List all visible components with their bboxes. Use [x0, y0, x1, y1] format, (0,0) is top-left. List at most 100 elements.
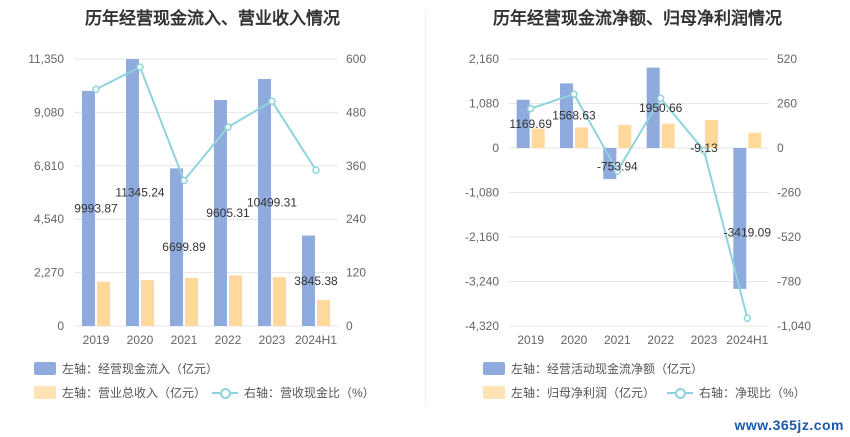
legend-label: 左轴：经营活动现金流净额（亿元） — [511, 362, 704, 376]
data-label: -753.94 — [597, 160, 638, 174]
x-tick-label: 2021 — [171, 333, 198, 347]
panel-divider — [425, 10, 426, 405]
legend-label: 右轴：营收现金比（%） — [244, 386, 375, 400]
y-left-tick-label: 2,270 — [34, 266, 64, 280]
y-right-tick-label: 520 — [777, 52, 797, 66]
x-tick-label: 2020 — [561, 333, 588, 347]
y-right-tick-label: 0 — [777, 141, 784, 155]
y-left-tick-label: -2,160 — [465, 230, 499, 244]
bar-0-primary — [214, 100, 227, 327]
bar-0-primary — [258, 79, 271, 326]
legend-item-net-profit[interactable]: 左轴：归母净利润（亿元） — [483, 384, 655, 401]
data-label: -3419.09 — [724, 226, 772, 240]
chart-plot-area: 0 0 2,270 120 4,540 240 6,810 360 9,080 480 11,350… — [28, 52, 366, 347]
bar-1-secondary — [705, 119, 718, 148]
ratio-line — [95, 65, 317, 183]
bar-1-secondary — [748, 132, 762, 148]
ratio-line-point — [570, 90, 578, 98]
ratio-line-point — [268, 97, 276, 106]
legend-line-marker — [667, 386, 693, 400]
y-right-tick-label: 260 — [777, 97, 797, 111]
data-label: -9.13 — [690, 141, 718, 155]
bar-0-secondary — [317, 300, 330, 326]
data-label: 6699.89 — [162, 240, 206, 254]
legend-swatch — [34, 386, 56, 399]
bar-1-primary — [646, 67, 660, 148]
bar-1-secondary — [618, 124, 632, 148]
ratio-line-point — [224, 123, 232, 131]
data-label: 1568.63 — [552, 109, 596, 123]
y-left-tick-label: 11,350 — [28, 52, 64, 66]
legend-swatch — [483, 362, 505, 375]
chart-title: 历年经营现金流入、营业收入情况 — [85, 9, 340, 28]
ratio-line-point — [743, 314, 752, 323]
ratio-line-point — [136, 63, 144, 71]
y-left-tick-label: 4,540 — [34, 212, 64, 226]
x-tick-label: 2019 — [83, 333, 110, 347]
data-label: 1169.69 — [509, 117, 552, 131]
bar-1-secondary — [661, 123, 675, 148]
bar-1-primary — [516, 99, 530, 148]
bar-1-secondary — [531, 128, 545, 148]
legend-label: 左轴：归母净利润（亿元） — [511, 386, 656, 400]
legend-line-marker — [212, 386, 238, 400]
watermark: www.365jz.com — [734, 417, 844, 433]
ratio-line-point — [180, 176, 188, 185]
y-right-tick-label: -260 — [777, 186, 801, 200]
ratio-line-point — [613, 167, 622, 175]
chart-title: 历年经营现金流净额、归母净利润情况 — [493, 9, 782, 28]
ratio-line-point — [526, 104, 535, 113]
legend-item-net-cash-ratio[interactable]: 右轴：净现比（%） — [667, 384, 806, 401]
x-tick-label: 2022 — [647, 333, 674, 347]
y-right-tick-label: 120 — [346, 266, 366, 280]
bar-0-primary — [126, 59, 139, 327]
legend-item-net-cashflow[interactable]: 左轴：经营活动现金流净额（亿元） — [483, 360, 703, 377]
legend-swatch — [34, 362, 56, 375]
y-left-tick-label: 0 — [492, 141, 499, 155]
x-tick-label: 2024H1 — [726, 333, 768, 347]
x-tick-label: 2019 — [517, 333, 544, 347]
bar-1-primary — [560, 83, 573, 148]
ratio-line-point — [312, 166, 320, 174]
bar-1-secondary — [575, 127, 588, 148]
legend-item-revenue[interactable]: 左轴：营业总收入（亿元） — [34, 384, 206, 401]
x-tick-label: 2023 — [691, 333, 718, 347]
bar-1-primary — [603, 148, 617, 180]
y-left-tick-label: 1,080 — [469, 97, 499, 111]
legend-item-cash-ratio[interactable]: 右轴：营收现金比（%） — [212, 384, 375, 401]
bar-0-secondary — [185, 277, 198, 326]
y-right-tick-label: 480 — [346, 105, 366, 119]
bar-0-primary — [82, 90, 95, 326]
y-right-tick-label: -520 — [777, 230, 801, 244]
data-label: 11345.24 — [115, 186, 164, 200]
data-label: 3845.38 — [294, 274, 338, 288]
y-right-tick-label: -780 — [777, 275, 801, 289]
chart-panel-netcash-profit: 历年经营现金流净额、归母净利润情况 -4,320 -1,040 -3,240 -780… — [425, 0, 850, 437]
x-tick-label: 2023 — [259, 333, 286, 347]
bar-0-primary — [302, 235, 315, 326]
bar-0-secondary — [273, 277, 286, 326]
y-left-tick-label: -4,320 — [465, 319, 499, 333]
chart-panel-cashflow-revenue: 历年经营现金流入、营业收入情况 0 0 2,270 120 4,540 240 6,810 3… — [28, 9, 375, 401]
data-label: 1950.66 — [639, 101, 683, 115]
bar-0-primary — [170, 168, 183, 326]
y-left-tick-label: 0 — [57, 319, 64, 333]
legend-swatch — [483, 386, 505, 399]
legend-item-cash-inflow[interactable]: 左轴：经营现金流入（亿元） — [34, 360, 218, 377]
y-left-tick-label: 6,810 — [34, 159, 64, 173]
chart-plot-area: -4,320 -1,040 -3,240 -780 -2,160 -520 -1,080 -2… — [465, 52, 811, 347]
data-label: 10499.31 — [247, 196, 297, 210]
x-tick-label: 2022 — [215, 333, 242, 347]
ratio-line — [530, 92, 749, 319]
x-tick-label: 2021 — [604, 333, 631, 347]
legend-label: 左轴：营业总收入（亿元） — [62, 386, 207, 400]
ratio-line-point — [92, 85, 100, 94]
bar-1-primary — [733, 148, 747, 289]
bar-0-secondary — [229, 275, 242, 326]
ratio-line-point — [700, 146, 708, 155]
y-right-tick-label: 600 — [346, 52, 366, 66]
y-left-tick-label: -1,080 — [465, 186, 499, 200]
legend-label: 左轴：经营现金流入（亿元） — [62, 362, 219, 376]
bar-0-secondary — [141, 280, 154, 326]
y-left-tick-label: 9,080 — [34, 105, 64, 119]
